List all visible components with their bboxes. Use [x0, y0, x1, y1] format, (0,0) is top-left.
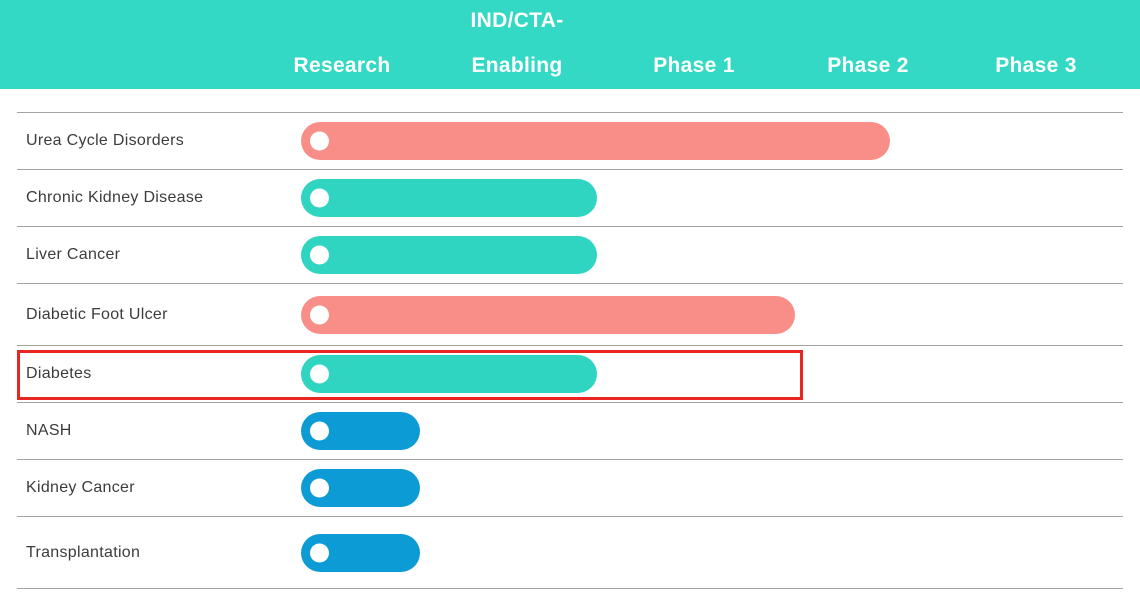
pipeline-row-liver-cancer: Liver Cancer: [17, 227, 1123, 284]
pipeline-row-urea-cycle-disorders: Urea Cycle Disorders: [17, 113, 1123, 170]
pipeline-row-diabetes: Diabetes: [17, 346, 1123, 403]
bar-start-dot-icon: [310, 305, 329, 324]
row-label: Diabetic Foot Ulcer: [26, 305, 168, 323]
header-col-label: Phase 3: [995, 54, 1077, 77]
bar-start-dot-icon: [310, 364, 329, 384]
stage-header: Research IND/CTA- Enabling Phase 1 Phase…: [0, 0, 1140, 89]
pipeline-row-kidney-cancer: Kidney Cancer: [17, 460, 1123, 517]
bar-start-dot-icon: [310, 245, 329, 265]
header-col-phase-2: Phase 2: [768, 0, 968, 89]
row-label: Urea Cycle Disorders: [26, 132, 185, 149]
header-col-label: Enabling: [471, 54, 563, 77]
header-col-label: Research: [293, 54, 391, 77]
progress-bar: [301, 412, 420, 450]
progress-bar: [301, 295, 795, 334]
pipeline-row-nash: NASH: [17, 403, 1123, 460]
pipeline-rows: Urea Cycle Disorders Chronic Kidney Dise…: [17, 112, 1123, 589]
progress-bar: [301, 179, 597, 217]
bar-start-dot-icon: [310, 131, 329, 151]
row-label: Diabetes: [26, 365, 92, 382]
pipeline-row-diabetic-foot-ulcer: Diabetic Foot Ulcer: [17, 284, 1123, 346]
bar-start-dot-icon: [310, 543, 329, 562]
pipeline-row-transplantation: Transplantation: [17, 517, 1123, 589]
header-col-label: Phase 2: [827, 54, 909, 77]
progress-bar: [301, 122, 890, 160]
progress-bar: [301, 355, 597, 393]
bar-start-dot-icon: [310, 188, 329, 208]
progress-bar: [301, 469, 420, 507]
row-label: NASH: [26, 422, 72, 439]
header-col-phase-1: Phase 1: [594, 0, 794, 89]
bar-start-dot-icon: [310, 421, 329, 441]
header-col-research: Research: [242, 0, 442, 89]
pipeline-row-chronic-kidney-disease: Chronic Kidney Disease: [17, 170, 1123, 227]
progress-bar: [301, 236, 597, 274]
row-label: Chronic Kidney Disease: [26, 189, 204, 206]
row-label: Liver Cancer: [26, 246, 121, 263]
header-col-line1: IND/CTA-: [470, 9, 564, 32]
header-col-phase-3: Phase 3: [936, 0, 1136, 89]
header-col-ind-cta-enabling: IND/CTA- Enabling: [417, 0, 617, 89]
bar-start-dot-icon: [310, 478, 329, 498]
header-col-label: Phase 1: [653, 54, 735, 77]
progress-bar: [301, 533, 420, 572]
row-label: Kidney Cancer: [26, 479, 135, 496]
row-label: Transplantation: [26, 543, 141, 561]
